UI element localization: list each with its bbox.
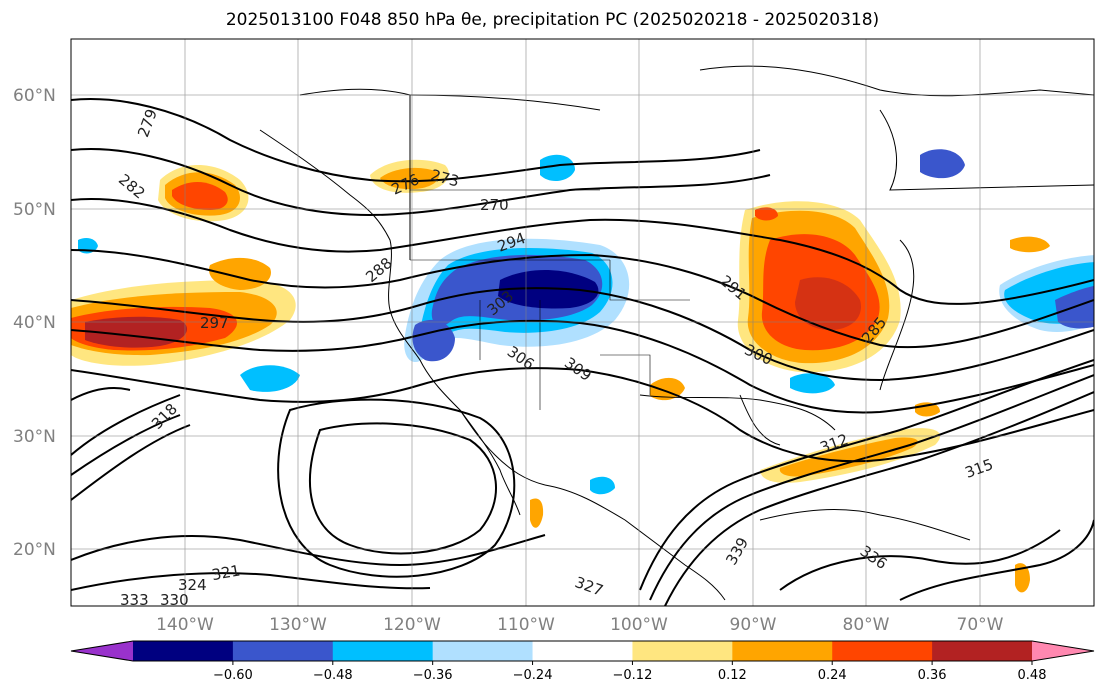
lat-label-50n: 50°N	[13, 200, 56, 220]
map-title: 2025013100 F048 850 hPa θe, precipitatio…	[225, 10, 880, 30]
shade-east-us-core	[795, 277, 861, 330]
lat-labels: 60°N 50°N 40°N 30°N 20°N	[13, 86, 56, 560]
colorbar-segment	[232, 641, 334, 661]
shade-small-pos-3	[1010, 236, 1050, 253]
colorbar-tick-label: 0.24	[818, 668, 847, 683]
lon-label-80w: 80°W	[843, 615, 890, 635]
contour-label: 324	[178, 576, 207, 594]
lon-labels: 140°W 130°W 120°W 110°W 100°W 90°W 80°W …	[156, 615, 1004, 635]
shade-small-pos-6	[755, 207, 778, 221]
graticule	[71, 39, 1094, 606]
colorbar-extend-low	[71, 641, 133, 661]
colorbar-tick-label: −0.60	[213, 668, 253, 683]
contour-label: 330	[160, 591, 189, 609]
lon-label-90w: 90°W	[730, 615, 777, 635]
contour-label: 270	[480, 196, 509, 214]
lat-label-20n: 20°N	[13, 540, 56, 560]
lon-label-140w: 140°W	[156, 615, 214, 635]
lon-label-120w: 120°W	[383, 615, 441, 635]
colorbar-segment	[832, 641, 933, 661]
colorbar-segment	[632, 641, 733, 661]
colorbar-segment	[332, 641, 434, 661]
colorbar: −0.60 −0.48 −0.36 −0.24 −0.12 0.12 0.24 0.36 0.4…	[70, 640, 1095, 683]
colorbar-outline	[70, 640, 1095, 662]
shade-small-neg-1	[240, 365, 300, 392]
shade-bc-coast-inner	[380, 167, 439, 190]
colorbar-segment	[532, 641, 633, 661]
colorbar-tick-label: −0.36	[413, 668, 453, 683]
shade-small-neg-4	[790, 373, 835, 394]
lon-label-110w: 110°W	[497, 615, 555, 635]
shade-small-neg-5	[590, 476, 615, 495]
colorbar-segment	[932, 641, 1033, 661]
lat-label-40n: 40°N	[13, 313, 56, 333]
contour-label: 321	[210, 561, 241, 584]
shade-small-neg-2	[540, 154, 575, 182]
theta-e-contours	[71, 98, 1094, 606]
contour-label: 297	[200, 314, 229, 332]
contour-label: 333	[120, 591, 149, 609]
colorbar-tick-label: 0.48	[1018, 668, 1047, 683]
colorbar-segment	[133, 641, 234, 661]
colorbar-tick-label: −0.24	[513, 668, 553, 683]
colorbar-segment	[732, 641, 833, 661]
shade-gulf-band-inner	[779, 437, 918, 477]
colorbar-tick-label: −0.48	[313, 668, 353, 683]
shade-small-pos-2	[530, 498, 544, 528]
shade-small-neg-3	[920, 149, 965, 179]
lon-label-100w: 100°W	[610, 615, 668, 635]
precip-shading	[71, 149, 1094, 593]
lat-label-30n: 30°N	[13, 427, 56, 447]
lat-label-60n: 60°N	[13, 86, 56, 106]
map-frame	[70, 38, 1095, 607]
colorbar-tick-label: −0.12	[613, 668, 653, 683]
colorbar-tick-label: 0.36	[918, 668, 947, 683]
colorbar-segment	[432, 641, 534, 661]
lon-label-70w: 70°W	[957, 615, 1004, 635]
colorbar-extend-high	[1032, 641, 1094, 661]
lon-label-130w: 130°W	[269, 615, 327, 635]
shade-small-pos-5	[1015, 563, 1030, 593]
colorbar-tick-label: 0.12	[718, 668, 747, 683]
shade-alaska-blob-inner	[172, 181, 228, 210]
